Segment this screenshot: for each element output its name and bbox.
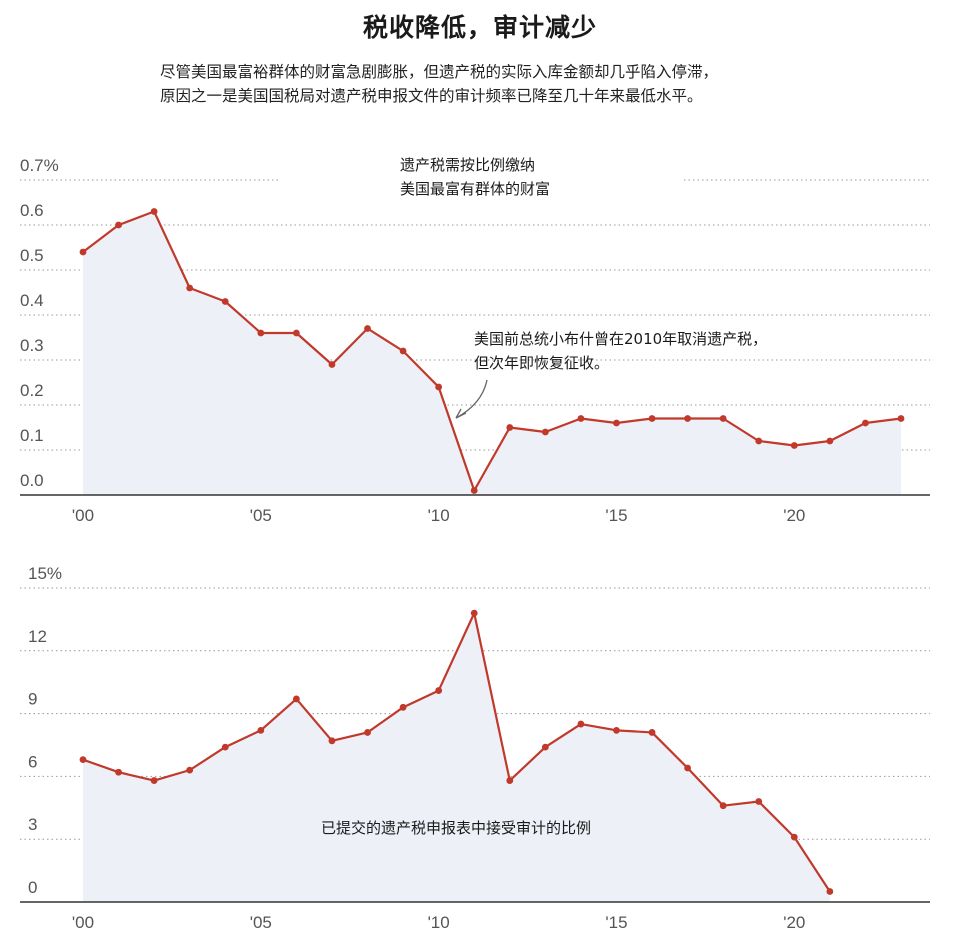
data-point	[470, 487, 478, 494]
x-tick-label: '05	[250, 506, 272, 525]
data-point	[897, 415, 905, 422]
y-tick-label: 0.4	[20, 291, 44, 310]
data-point	[257, 329, 265, 337]
data-point	[506, 424, 514, 431]
data-point	[719, 802, 727, 810]
data-point	[719, 415, 727, 422]
series-line	[82, 612, 831, 893]
data-point	[115, 768, 122, 776]
data-point	[648, 415, 656, 422]
subtitle-line-1: 尽管美国最富裕群体的财富急剧膨胀，但遗产税的实际入库金额却几乎陷入停滞，	[160, 63, 719, 81]
y-tick-label: 15%	[28, 564, 62, 583]
annotation-arrowhead	[455, 408, 467, 419]
data-point	[613, 726, 620, 734]
x-tick-label: '00	[72, 913, 94, 932]
y-tick-label: 0.3	[20, 336, 44, 355]
data-point	[826, 888, 834, 895]
data-point	[364, 729, 371, 736]
x-tick-label: '20	[783, 506, 805, 525]
data-point	[577, 720, 585, 728]
data-point	[506, 777, 514, 784]
series-line	[82, 210, 902, 492]
data-point	[328, 361, 336, 368]
x-tick-label: '20	[783, 913, 805, 932]
data-point	[541, 743, 549, 751]
y-tick-label: 9	[28, 690, 37, 709]
data-point	[186, 284, 194, 292]
annotation-text: 美国前总统小布什曾在2010年取消遗产税，	[474, 330, 767, 348]
area-fill	[83, 211, 901, 495]
data-point	[115, 221, 122, 229]
data-point	[862, 419, 869, 427]
data-point	[435, 687, 443, 694]
data-point	[292, 695, 300, 703]
data-point	[399, 347, 407, 355]
series-label: 美国最富有群体的财富	[400, 180, 550, 198]
chart-bottom: 15% 12 9 6 3 0 '00 '05 '10 '15 '20 已提交的遗产税申报表中接受审计的…	[20, 564, 930, 932]
y-tick-label: 0.0	[20, 471, 44, 490]
x-tick-label: '05	[250, 913, 272, 932]
y-tick-label: 0.7%	[20, 156, 59, 175]
data-point	[470, 609, 478, 617]
chart-subtitle: 尽管美国最富裕群体的财富急剧膨胀，但遗产税的实际入库金额却几乎陷入停滞， 原因之…	[160, 60, 840, 108]
y-tick-label: 3	[28, 815, 37, 834]
data-point	[221, 298, 229, 305]
data-point	[684, 764, 692, 772]
data-point	[613, 419, 620, 427]
x-tick-label: '10	[428, 506, 450, 525]
data-point	[328, 737, 336, 745]
series-label: 已提交的遗产税申报表中接受审计的比例	[321, 819, 591, 837]
data-point	[399, 703, 407, 711]
data-point	[755, 798, 763, 805]
data-point	[790, 833, 798, 841]
data-point	[684, 415, 692, 422]
series-label: 遗产税需按比例缴纳	[400, 156, 535, 174]
data-point	[826, 437, 834, 445]
x-tick-label: '15	[605, 506, 627, 525]
data-point	[79, 248, 87, 256]
annotation-text: 但次年即恢复征收。	[474, 354, 609, 372]
x-tick-label: '10	[428, 913, 450, 932]
data-point	[79, 756, 87, 764]
area-fill	[83, 613, 830, 902]
data-point	[221, 743, 229, 751]
y-tick-label: 0.1	[20, 426, 44, 445]
y-tick-label: 6	[28, 752, 37, 771]
data-point	[541, 428, 549, 436]
data-point	[790, 442, 798, 449]
data-point	[257, 726, 265, 734]
chart-top: 0.7% 0.6 0.5 0.4 0.3 0.2 0.1 0.0 '00 '05 '10 '15 '20…	[20, 156, 930, 525]
x-tick-label: '15	[605, 913, 627, 932]
y-tick-label: 0.2	[20, 381, 44, 400]
data-point	[755, 437, 763, 445]
x-tick-label: '00	[72, 506, 94, 525]
data-point	[292, 329, 300, 337]
data-point	[150, 777, 158, 784]
annotation-arrow	[455, 379, 488, 419]
y-tick-label: 0.5	[20, 246, 44, 265]
data-point	[648, 729, 656, 736]
data-point	[186, 766, 194, 774]
data-point	[435, 383, 443, 391]
y-tick-label: 12	[28, 627, 47, 646]
subtitle-line-2: 原因之一是美国国税局对遗产税申报文件的审计频率已降至几十年来最低水平。	[160, 87, 703, 105]
chart-title: 税收降低，审计减少	[362, 13, 597, 42]
data-point	[150, 208, 158, 215]
y-tick-label: 0	[28, 878, 37, 897]
data-point	[364, 325, 371, 332]
data-point	[577, 415, 585, 422]
y-tick-label: 0.6	[20, 201, 44, 220]
